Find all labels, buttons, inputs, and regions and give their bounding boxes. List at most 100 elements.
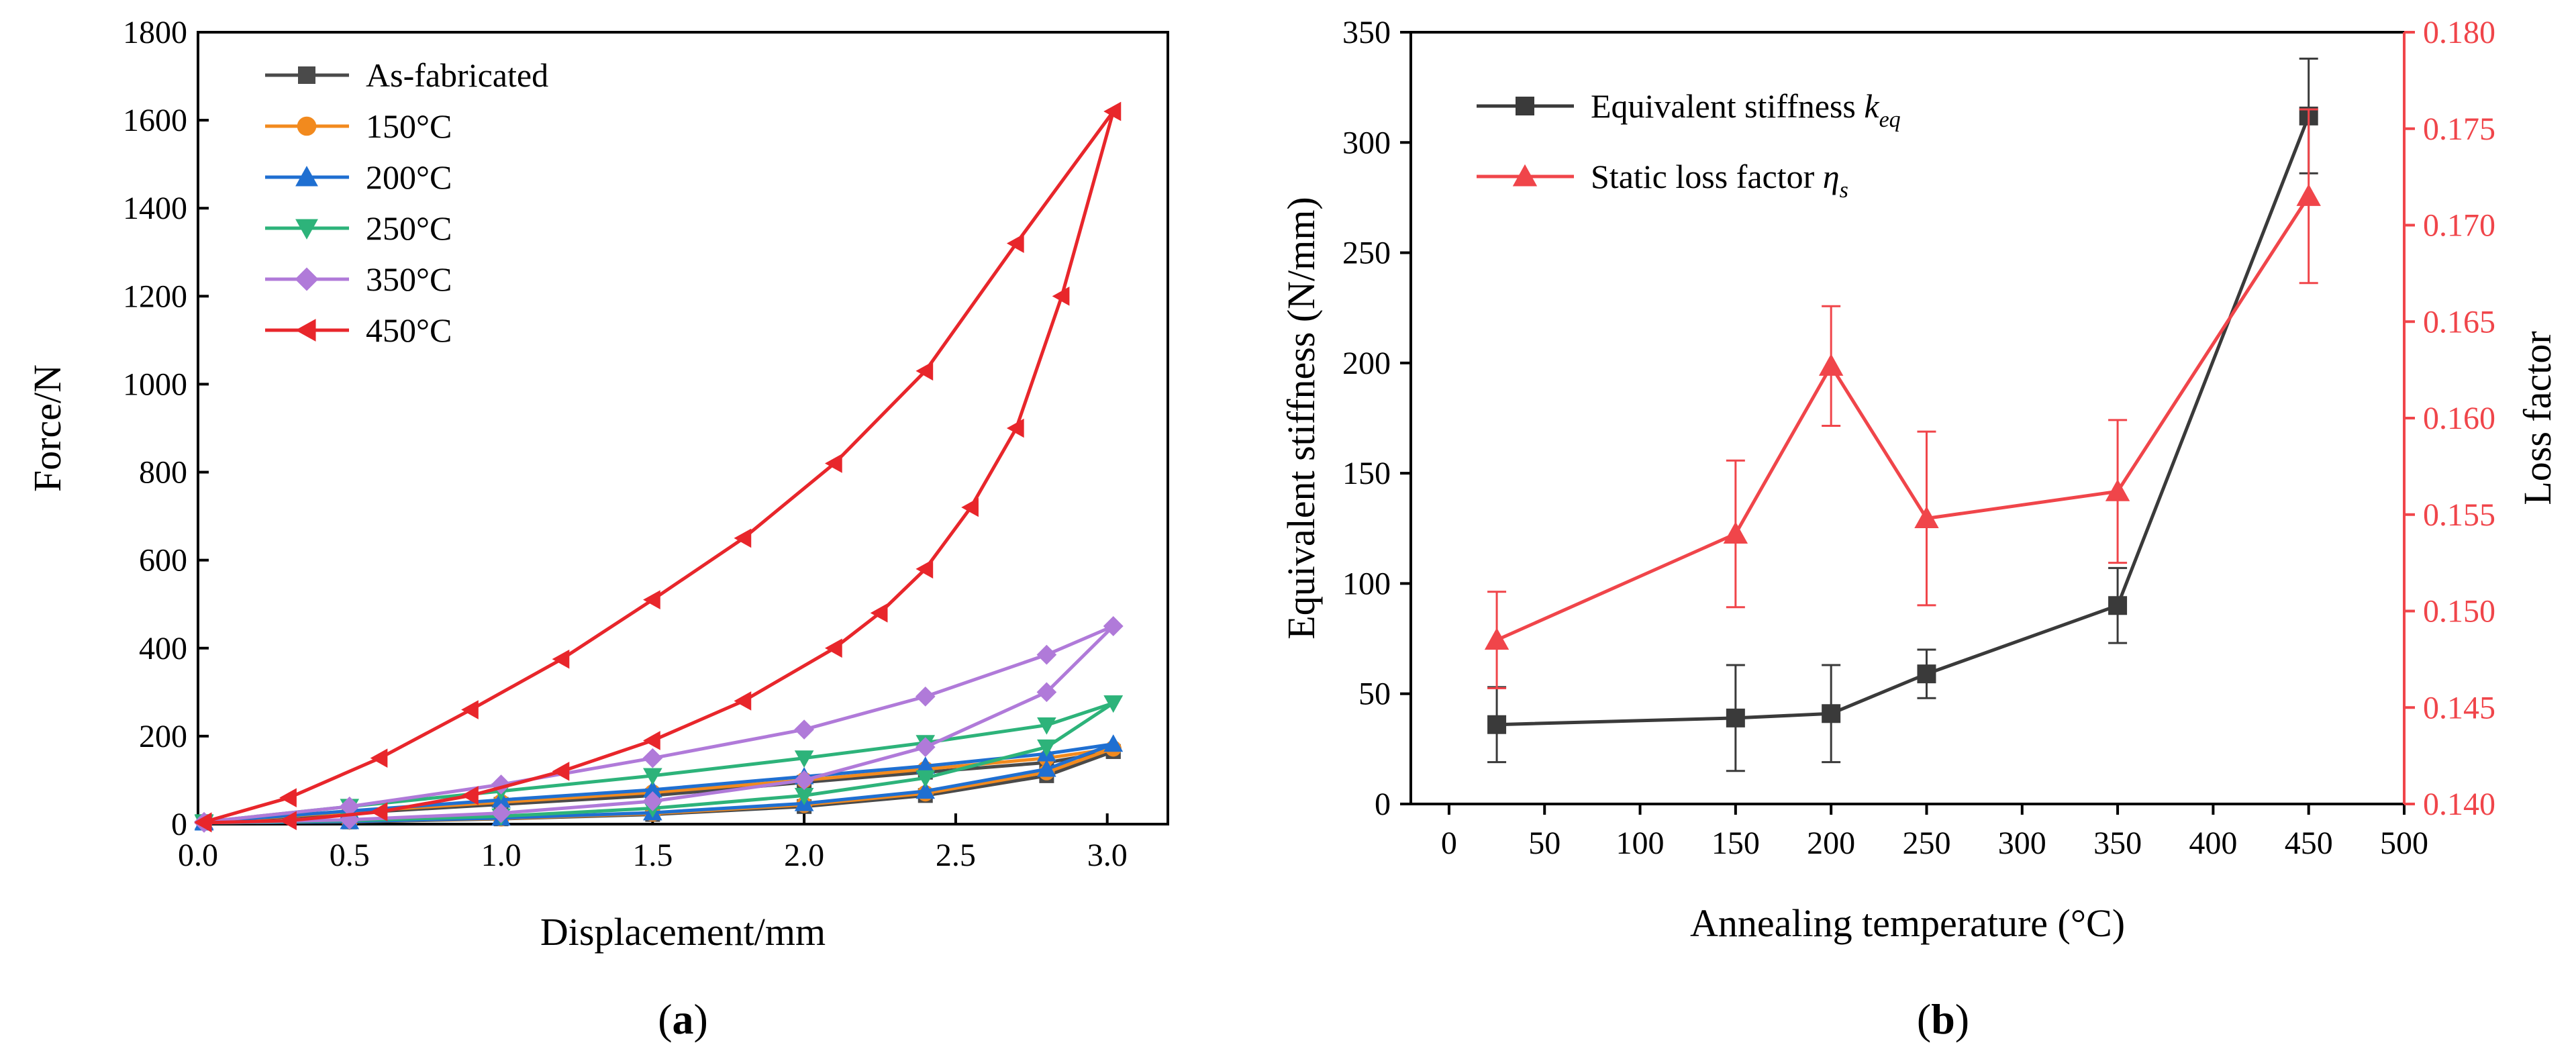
data-point — [643, 768, 662, 786]
legend-label: 350°C — [366, 260, 452, 298]
legend-marker — [295, 219, 318, 240]
x-tick-label: 300 — [1998, 825, 2046, 861]
data-point — [1726, 708, 1745, 727]
panel-a-frame — [197, 31, 1169, 825]
panel-b-frame — [1409, 31, 2406, 805]
panel-a-ticks: 0.0 0.5 1.0 1.5 2.0 2.5 3.0 0 200 400 600 800 1000 12… — [123, 15, 1128, 873]
x-tick-label: 250 — [1902, 825, 1950, 861]
data-point — [915, 687, 936, 707]
data-point — [1723, 521, 1748, 544]
right-y-tick-label: 0.150 — [2423, 594, 2495, 630]
data-point — [824, 454, 842, 473]
x-tick-label: 0 — [1441, 825, 1457, 861]
data-point — [643, 780, 662, 798]
data-point — [1822, 704, 1841, 723]
panel-b-label: (b) — [1917, 995, 1969, 1043]
data-point — [915, 361, 934, 381]
data-point — [915, 737, 936, 758]
data-point — [1006, 418, 1024, 438]
data-point — [734, 528, 752, 548]
data-point — [279, 811, 297, 831]
right-y-tick-label: 0.165 — [2423, 304, 2495, 340]
panel-a-plot-frame — [197, 31, 1169, 825]
left-y-tick-label: 0 — [1375, 787, 1391, 822]
legend-marker — [295, 166, 318, 187]
panel-a-x-axis-label: Displacement/mm — [540, 910, 826, 954]
legend-entry: Equivalent stiffness keq — [1477, 87, 1901, 132]
panel-a-label-close: ) — [694, 995, 708, 1043]
data-point — [1103, 101, 1122, 121]
left-y-tick-label: 250 — [1342, 236, 1391, 271]
legend-marker — [297, 116, 317, 136]
legend-label-symbol: η — [1823, 158, 1840, 195]
data-point — [1917, 664, 1936, 684]
unloading-curve — [203, 111, 1116, 825]
legend-entry: 200°C — [265, 158, 452, 196]
y-tick-label: 800 — [139, 455, 187, 491]
right-y-tick-label: 0.160 — [2423, 401, 2495, 436]
data-point — [1103, 616, 1124, 636]
data-point — [642, 748, 663, 768]
panel-b-label-close: ) — [1955, 995, 1969, 1043]
right-y-tick-label: 0.140 — [2423, 787, 2495, 822]
x-tick-label: 500 — [2380, 825, 2428, 861]
panel-b-ticks: 0 50 100 150 200 250 300 350 400 450 500 0 50 100 150 2… — [1342, 15, 2495, 861]
data-point — [461, 700, 479, 719]
y-tick-label: 600 — [139, 543, 187, 578]
right-y-tick-label: 0.180 — [2423, 15, 2495, 50]
data-point — [194, 813, 212, 833]
data-point — [643, 731, 660, 750]
data-point — [643, 590, 660, 609]
data-point — [1052, 287, 1070, 306]
data-point — [824, 638, 842, 658]
right-y-tick-label: 0.155 — [2423, 497, 2495, 533]
x-tick-label: 0.0 — [178, 838, 218, 873]
data-point — [1037, 739, 1056, 757]
data-point — [339, 796, 360, 817]
legend-label: 250°C — [366, 209, 452, 247]
legend-label: 200°C — [366, 158, 452, 196]
data-point — [1103, 695, 1124, 713]
series-1 — [1484, 108, 2321, 689]
legend-label-symbol: k — [1864, 87, 1879, 125]
legend-marker — [1516, 97, 1534, 115]
data-point — [1036, 682, 1057, 703]
loading-curve — [203, 624, 1114, 824]
legend-marker — [1512, 164, 1538, 187]
legend-entry: 450°C — [265, 311, 452, 349]
x-tick-label: 350 — [2093, 825, 2142, 861]
data-point — [1103, 734, 1124, 752]
panel-b-series — [1484, 57, 2321, 772]
series-4 — [194, 616, 1124, 833]
legend-entry: 350°C — [265, 260, 452, 298]
y-tick-label: 1600 — [123, 103, 187, 138]
data-point — [1036, 644, 1057, 665]
data-point — [370, 802, 388, 821]
legend-entry: Static loss factor ηs — [1477, 158, 1848, 203]
x-tick-label: 1.5 — [632, 838, 673, 873]
data-point — [370, 748, 388, 768]
panel-a-label-open: ( — [658, 995, 672, 1043]
data-point — [2105, 479, 2130, 501]
legend-label: Equivalent stiffness keq — [1591, 87, 1901, 132]
data-point — [794, 787, 814, 805]
data-point — [1037, 759, 1056, 777]
legend-marker — [295, 267, 319, 291]
data-point — [2296, 184, 2321, 206]
data-point — [461, 786, 479, 805]
x-tick-label: 50 — [1528, 825, 1561, 861]
panel-a-series — [194, 101, 1124, 833]
data-point — [915, 559, 934, 579]
data-point — [642, 791, 663, 811]
data-point — [1484, 627, 1509, 650]
data-point — [915, 781, 936, 799]
data-point — [1818, 354, 1844, 376]
x-tick-label: 2.0 — [784, 838, 824, 873]
legend-entry: As-fabricated — [265, 56, 548, 94]
legend-marker — [298, 66, 315, 84]
right-y-tick-label: 0.175 — [2423, 111, 2495, 147]
y-tick-label: 1400 — [123, 191, 187, 226]
x-tick-label: 2.5 — [936, 838, 976, 873]
y-tick-label: 1200 — [123, 279, 187, 314]
